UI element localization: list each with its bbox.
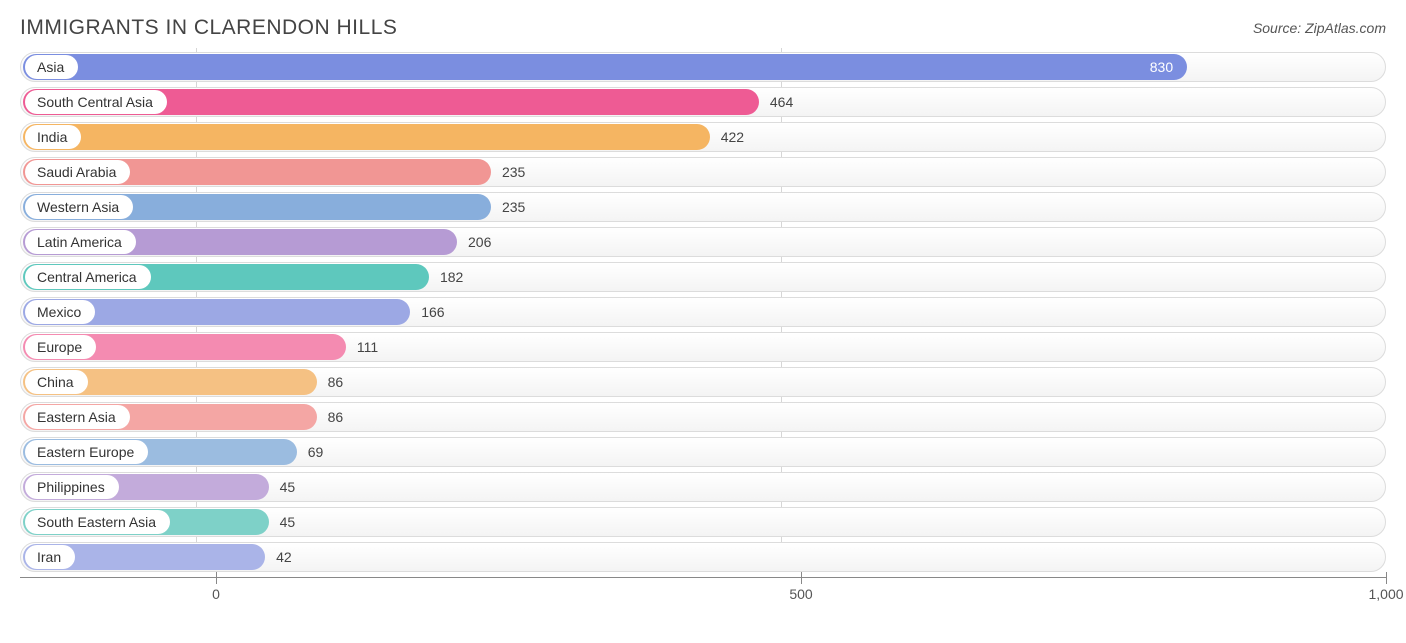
- bar-value-label: 235: [502, 192, 525, 222]
- bar-row: Europe 111: [20, 332, 1386, 362]
- chart-area: Asia 830 South Central Asia 464 India 422 Saud…: [0, 48, 1406, 572]
- bar-fill: [23, 54, 1187, 80]
- bar-value-label: 422: [721, 122, 744, 152]
- axis-tick-label: 500: [789, 586, 812, 602]
- bar-category-label: Philippines: [25, 475, 119, 499]
- bar-row: Saudi Arabia 235: [20, 157, 1386, 187]
- axis-tick: [1386, 572, 1387, 584]
- axis-tick: [801, 572, 802, 584]
- bar-row: Central America 182: [20, 262, 1386, 292]
- bar-row: Philippines 45: [20, 472, 1386, 502]
- bar-value-label: 464: [770, 87, 793, 117]
- bar-value-label: 86: [328, 402, 344, 432]
- bar-category-label: South Eastern Asia: [25, 510, 170, 534]
- bar-category-label: Asia: [25, 55, 78, 79]
- bar-row: Eastern Asia 86: [20, 402, 1386, 432]
- bar-value-label: 235: [502, 157, 525, 187]
- bar-category-label: Eastern Asia: [25, 405, 130, 429]
- bar-value-label: 86: [328, 367, 344, 397]
- bar-category-label: Eastern Europe: [25, 440, 148, 464]
- bar-row: Western Asia 235: [20, 192, 1386, 222]
- bar-row: Eastern Europe 69: [20, 437, 1386, 467]
- bar-row: South Eastern Asia 45: [20, 507, 1386, 537]
- bar-value-label: 45: [280, 472, 296, 502]
- bar-category-label: Latin America: [25, 230, 136, 254]
- axis-tick: [216, 572, 217, 584]
- bar-row: Asia 830: [20, 52, 1386, 82]
- bar-category-label: Iran: [25, 545, 75, 569]
- axis-tick-label: 0: [212, 586, 220, 602]
- bar-value-label: 42: [276, 542, 292, 572]
- bar-row: South Central Asia 464: [20, 87, 1386, 117]
- bar-category-label: Western Asia: [25, 195, 133, 219]
- bar-row: India 422: [20, 122, 1386, 152]
- axis-tick-label: 1,000: [1368, 586, 1403, 602]
- bar-value-label: 69: [308, 437, 324, 467]
- chart-source: Source: ZipAtlas.com: [1253, 20, 1386, 36]
- bar-row: Mexico 166: [20, 297, 1386, 327]
- bar-category-label: China: [25, 370, 88, 394]
- bar-value-label: 182: [440, 262, 463, 292]
- bar-row: Latin America 206: [20, 227, 1386, 257]
- bar-value-label: 45: [280, 507, 296, 537]
- bar-category-label: Mexico: [25, 300, 95, 324]
- x-axis: 05001,000: [20, 577, 1386, 607]
- bar-value-label: 830: [1150, 52, 1173, 82]
- bar-category-label: Central America: [25, 265, 151, 289]
- bar-category-label: South Central Asia: [25, 90, 167, 114]
- bar-category-label: Europe: [25, 335, 96, 359]
- bar-category-label: Saudi Arabia: [25, 160, 130, 184]
- bar-row: China 86: [20, 367, 1386, 397]
- bar-row: Iran 42: [20, 542, 1386, 572]
- bar-value-label: 111: [357, 332, 378, 362]
- chart-title: IMMIGRANTS IN CLARENDON HILLS: [20, 16, 397, 40]
- chart-header: IMMIGRANTS IN CLARENDON HILLS Source: Zi…: [0, 0, 1406, 48]
- bar-value-label: 206: [468, 227, 491, 257]
- bar-value-label: 166: [421, 297, 444, 327]
- bar-fill: [23, 124, 710, 150]
- bar-category-label: India: [25, 125, 81, 149]
